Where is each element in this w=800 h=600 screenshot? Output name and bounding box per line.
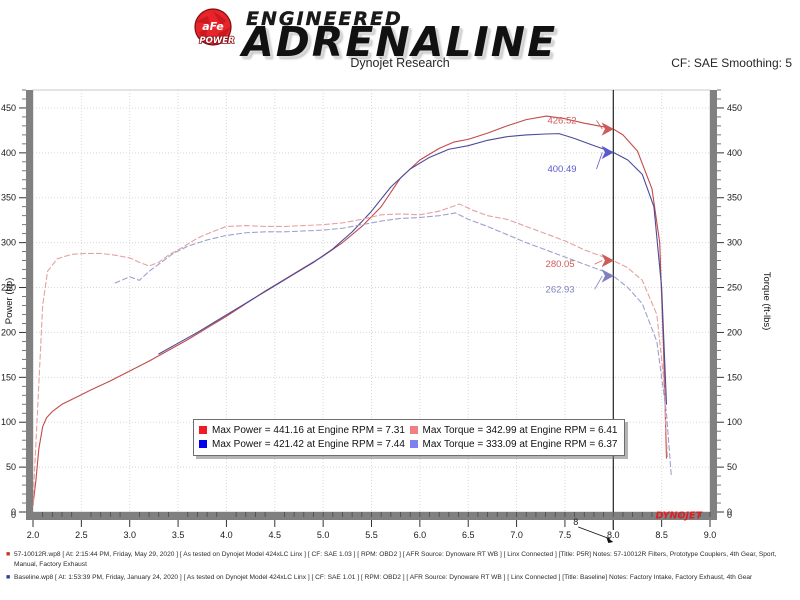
data-series-layer — [32, 115, 672, 506]
x-axis-tick-label: 2.5 — [75, 530, 88, 540]
afe-power-badge-icon: aFe POWER — [194, 8, 235, 47]
x-axis-title: Engine RPM (rpmx1000) — [319, 545, 424, 546]
svg-text:POWER: POWER — [199, 36, 234, 46]
x-axis-tick-label: 8.5 — [655, 530, 668, 540]
y2-axis-tick-label: 50 — [727, 462, 737, 472]
data-value-label: 426.52 — [547, 116, 576, 127]
y2-axis-tick-label: 450 — [727, 103, 742, 113]
footer-note: ■ 57-10012R.wp8 [ At: 2:15:44 PM, Friday… — [4, 550, 796, 569]
axis-zero-label: 0 — [11, 510, 16, 520]
legend-row: Max Power = 421.42 at Engine RPM = 7.44 … — [199, 437, 620, 451]
y2-axis-tick-label: 350 — [727, 193, 742, 203]
dynojet-watermark: DYNOJET — [655, 511, 703, 522]
x-axis-tick-label: 8.0 — [607, 530, 620, 540]
x-axis-tick-label: 7.5 — [559, 530, 572, 540]
y-axis-tick-label: 50 — [6, 462, 16, 472]
legend-swatch-blue-power — [199, 440, 207, 448]
logo-engineered-text: ENGINEERED — [246, 8, 403, 30]
annotation-layer: 8 426.52 400.49 280.05 262.93 — [546, 116, 614, 543]
x-axis-tick-label: 3.5 — [172, 530, 185, 540]
y2-axis-tick-label: 250 — [727, 283, 742, 293]
chart-legend: Max Power = 441.16 at Engine RPM = 7.31 … — [193, 419, 625, 456]
y2-axis-tick-label: 300 — [727, 238, 742, 248]
legend-label: Max Power = 441.16 at Engine RPM = 7.31 — [212, 424, 405, 436]
y2-axis-tick-label: 0 — [727, 507, 732, 517]
footer-note: ■ Baseline.wp8 [ At: 1:53:39 PM, Friday,… — [4, 573, 796, 583]
x-axis-tick-label: 4.0 — [220, 530, 233, 540]
svg-text:aFe: aFe — [202, 20, 224, 33]
legend-swatch-blue-torque — [409, 440, 418, 448]
y-axis-tick-label: 350 — [1, 193, 16, 203]
y-axis-tick-label: 200 — [1, 327, 16, 337]
data-value-label: 262.93 — [546, 284, 575, 295]
y2-axis-tick-label: 400 — [727, 148, 742, 158]
cursor-rpm-label: 8 — [573, 517, 578, 527]
y-axis-title: Power (hp) — [4, 278, 15, 324]
y-axis-tick-label: 100 — [1, 417, 16, 427]
x-axis-tick-label: 9.0 — [704, 530, 717, 540]
legend-item: Max Power = 421.42 at Engine RPM = 7.44 — [199, 439, 410, 450]
data-value-label: 280.05 — [546, 259, 575, 270]
data-value-label: 400.49 — [547, 164, 576, 175]
y-axis-tick-label: 0 — [11, 507, 16, 517]
legend-swatch-red-torque — [409, 426, 418, 434]
y2-axis-title: Torque (ft-lbs) — [761, 272, 772, 331]
y-axis-tick-label: 150 — [1, 372, 16, 382]
dyno-chart: 0 50 100 150 200 250 300 350 400 450 0 50 100 150 200 2… — [0, 78, 800, 546]
y-axis-tick-label: 450 — [1, 103, 16, 113]
legend-label: Max Torque = 342.99 at Engine RPM = 6.41 — [422, 424, 618, 436]
x-axis-tick-label: 2.0 — [27, 530, 40, 540]
logo-adrenaline-text: ADRENALINE — [242, 18, 558, 66]
y2-axis-tick-label: 200 — [727, 327, 742, 337]
legend-item: Max Power = 441.16 at Engine RPM = 7.31 — [199, 425, 410, 436]
footer-note-text: 57-10012R.wp8 [ At: 2:15:44 PM, Friday, … — [14, 551, 777, 568]
footer-note-text: Baseline.wp8 [ At: 1:53:39 PM, Friday, J… — [14, 574, 753, 581]
x-axis-tick-label: 6.0 — [414, 530, 427, 540]
legend-swatch-red-power — [199, 426, 207, 434]
chart-subtitle: Dynojet Research — [350, 56, 450, 70]
series-line — [158, 133, 668, 405]
y-axis-tick-label: 400 — [1, 148, 16, 158]
y-axis-tick-label: 250 — [1, 283, 16, 293]
series-line — [114, 212, 672, 477]
afe-power-adrenaline-logo: aFe POWER ENGINEERED ADRENALINE — [186, 6, 606, 66]
legend-item: Max Torque = 342.99 at Engine RPM = 6.41 — [409, 424, 621, 436]
x-axis-tick-label: 7.0 — [510, 530, 523, 540]
footer-notes: ■ 57-10012R.wp8 [ At: 2:15:44 PM, Friday… — [0, 550, 800, 600]
x-axis-tick-label: 6.5 — [462, 530, 475, 540]
legend-label: Max Torque = 333.09 at Engine RPM = 6.37 — [422, 438, 618, 450]
cf-smoothing-note: CF: SAE Smoothing: 5 — [671, 56, 792, 70]
legend-item: Max Torque = 333.09 at Engine RPM = 6.37 — [409, 438, 621, 450]
series-line — [32, 115, 668, 506]
legend-label: Max Power = 421.42 at Engine RPM = 7.44 — [212, 438, 405, 450]
y2-axis-tick-label: 100 — [727, 417, 742, 427]
x-axis-tick-label: 3.0 — [123, 530, 136, 540]
legend-row: Max Power = 441.16 at Engine RPM = 7.31 … — [199, 423, 620, 437]
y-axis-tick-label: 300 — [1, 238, 16, 248]
x-axis-tick-label: 5.5 — [365, 530, 378, 540]
series-line — [32, 203, 668, 504]
x-axis-tick-label: 4.5 — [269, 530, 282, 540]
axis-layer: 0 50 100 150 200 250 300 350 400 450 0 50 100 150 200 2… — [1, 89, 772, 546]
bullet-icon: ■ — [6, 574, 11, 581]
axis-zero-label-right: 0 — [727, 510, 732, 520]
page-header: aFe POWER ENGINEERED ADRENALINE Dynojet … — [0, 0, 800, 76]
x-axis-tick-label: 5.0 — [317, 530, 330, 540]
bullet-icon: ■ — [6, 551, 11, 558]
y2-axis-tick-label: 150 — [727, 372, 742, 382]
dyno-plot-svg: 0 50 100 150 200 250 300 350 400 450 0 50 100 150 200 2… — [1, 89, 772, 546]
